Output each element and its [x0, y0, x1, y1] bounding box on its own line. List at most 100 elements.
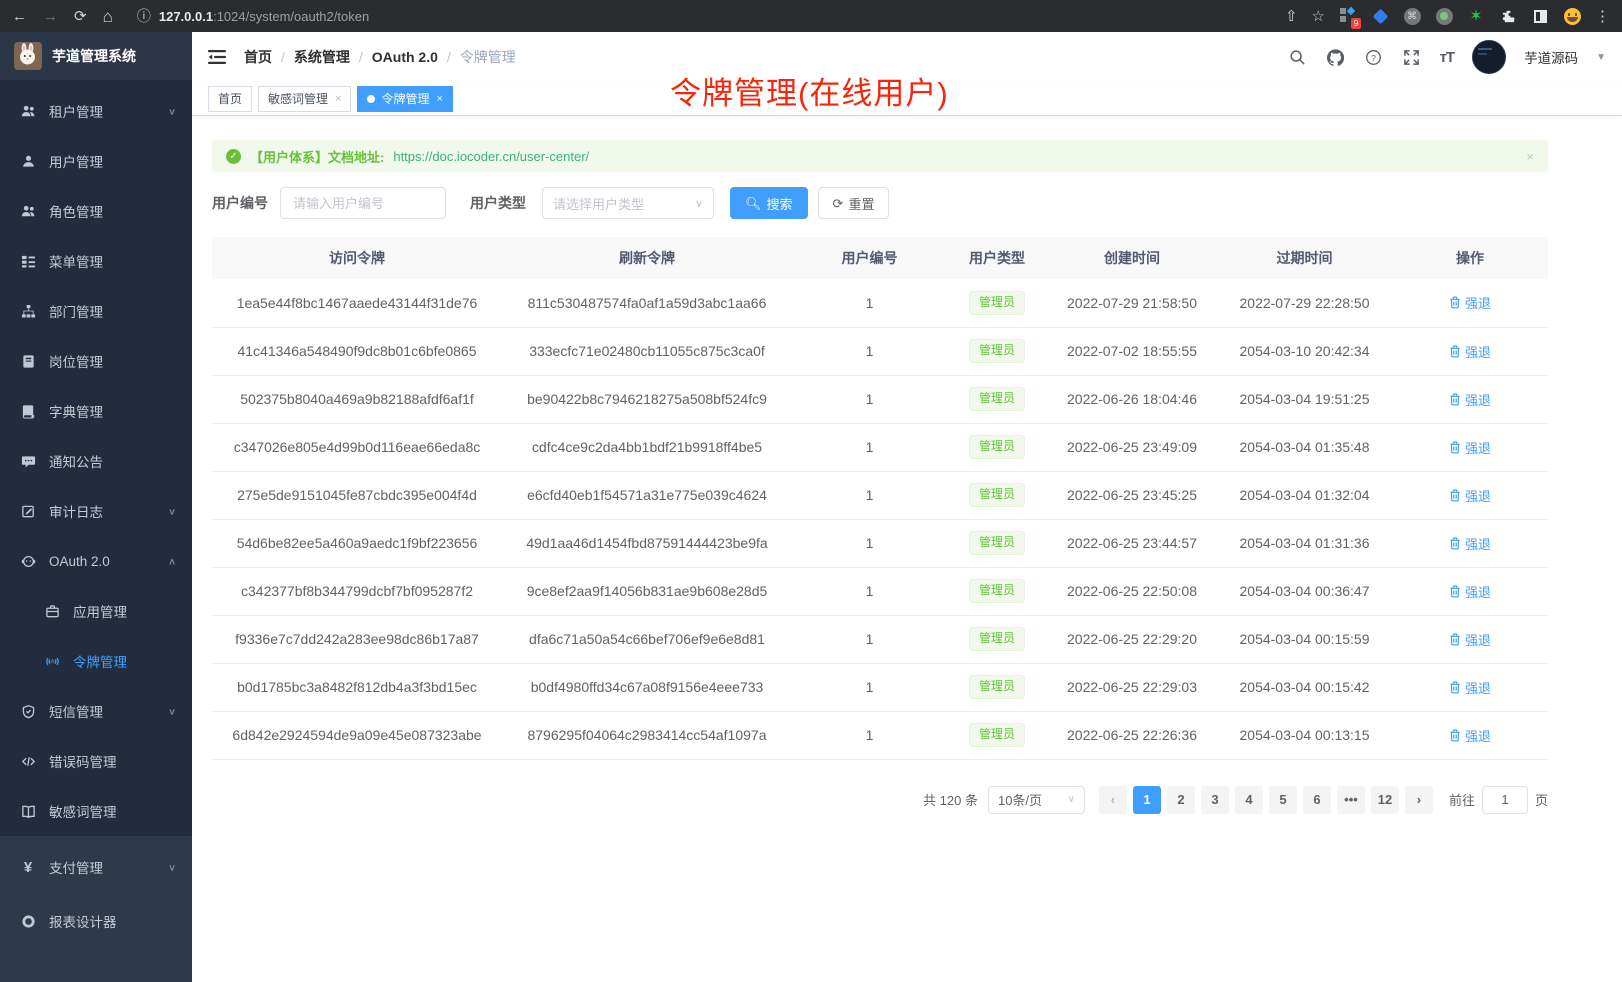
sidebar-item-sensitive-word[interactable]: 敏感词管理: [0, 786, 192, 836]
sidebar-item-notice[interactable]: 通知公告: [0, 436, 192, 486]
sidebar-item-oauth2-app[interactable]: 应用管理: [0, 586, 192, 636]
sidebar-item-dict[interactable]: 字典管理: [0, 386, 192, 436]
sidebar-item-pay[interactable]: ¥ 支付管理 ∨: [0, 840, 192, 894]
browser-back-icon[interactable]: ←: [12, 7, 27, 25]
force-logout-button[interactable]: 强退: [1449, 678, 1491, 697]
pager-page-6[interactable]: 6: [1302, 785, 1331, 814]
force-logout-button[interactable]: 强退: [1449, 293, 1491, 312]
force-logout-button[interactable]: 强退: [1449, 342, 1491, 361]
pagination-total: 共 120 条: [923, 793, 978, 808]
breadcrumb-current: 令牌管理: [459, 49, 516, 65]
close-icon[interactable]: ×: [335, 92, 342, 105]
extension-record-icon[interactable]: [1435, 7, 1453, 25]
users-icon: [20, 203, 36, 219]
force-logout-button[interactable]: 强退: [1449, 534, 1491, 553]
user-id-cell: 1: [792, 519, 947, 568]
reset-button[interactable]: ⟳ 重置: [817, 187, 890, 219]
sidebar-collapse-icon[interactable]: [208, 47, 228, 67]
pager-page-5[interactable]: 5: [1268, 785, 1297, 814]
sidebar-item-sms[interactable]: 短信管理 ∨: [0, 686, 192, 736]
user-avatar[interactable]: [1472, 40, 1507, 74]
user-icon: [20, 153, 36, 169]
app-logo-bar[interactable]: 芋道管理系统: [0, 32, 192, 80]
force-logout-button[interactable]: 强退: [1449, 486, 1491, 505]
breadcrumb-system[interactable]: 系统管理: [293, 49, 350, 65]
expire-time-cell: 2054-03-04 19:51:25: [1217, 375, 1392, 424]
sidebar-item-oauth2-token[interactable]: A 令牌管理: [0, 636, 192, 686]
sidebar-item-label: 支付管理: [49, 861, 103, 876]
profile-avatar-icon[interactable]: [1563, 7, 1581, 25]
goto-page-input[interactable]: [1481, 785, 1528, 814]
address-bar[interactable]: ⓘ 127.0.0.1:1024/system/oauth2/token: [137, 9, 1269, 24]
browser-forward-icon[interactable]: →: [43, 7, 58, 25]
sidebar-item-dept[interactable]: 部门管理: [0, 286, 192, 336]
extension-star-icon[interactable]: ✶: [1469, 8, 1483, 25]
table-row: b0d1785bc3a8482f812db4a3f3bd15ec b0df4980…: [212, 663, 1548, 712]
pager-page-1[interactable]: 1: [1132, 785, 1161, 814]
sidebar-item-oauth2[interactable]: OAuth 2.0 ∧: [0, 536, 192, 586]
extension-command-icon[interactable]: ⌘: [1403, 7, 1421, 25]
force-logout-button[interactable]: 强退: [1449, 726, 1491, 745]
pager-page-2[interactable]: 2: [1166, 785, 1195, 814]
refresh-token-cell: 811c530487574fa0af1a59d3abc1aa66: [502, 279, 792, 328]
tab-home[interactable]: 首页: [208, 85, 253, 112]
sidebar-item-audit-log[interactable]: 审计日志 ∨: [0, 486, 192, 536]
doc-link[interactable]: https://doc.iocoder.cn/user-center/: [393, 148, 590, 164]
font-size-icon[interactable]: ᴛT: [1439, 48, 1455, 66]
breadcrumb-home[interactable]: 首页: [244, 49, 272, 65]
search-button[interactable]: 🔍︎ 搜索: [730, 187, 808, 219]
force-logout-button[interactable]: 强退: [1449, 438, 1491, 457]
sidebar-item-errcode[interactable]: 错误码管理: [0, 736, 192, 786]
sidebar-item-report-designer[interactable]: 报表设计器: [0, 894, 192, 948]
refresh-icon: ⟳: [832, 195, 844, 211]
tab-sensitive-word[interactable]: 敏感词管理 ×: [258, 85, 352, 112]
pager-page-12[interactable]: 12: [1370, 785, 1399, 814]
sidebar-item-post[interactable]: 岗位管理: [0, 336, 192, 386]
sidebar-item-menu[interactable]: 菜单管理: [0, 236, 192, 286]
page-size-select[interactable]: 10条/页 ∨: [987, 785, 1085, 814]
briefcase-icon: [44, 603, 60, 619]
user-name[interactable]: 芋道源码: [1524, 51, 1579, 66]
site-info-icon[interactable]: ⓘ: [136, 8, 151, 24]
force-logout-button[interactable]: 强退: [1449, 390, 1491, 409]
browser-reload-icon[interactable]: ⟳: [74, 7, 87, 25]
sidebar-item-role[interactable]: 角色管理: [0, 186, 192, 236]
bookmark-star-icon[interactable]: ☆: [1311, 7, 1325, 25]
refresh-token-cell: be90422b8c7946218275a508bf524fc9: [502, 375, 792, 424]
force-logout-button[interactable]: 强退: [1449, 630, 1491, 649]
force-logout-button[interactable]: 强退: [1449, 582, 1491, 601]
chevron-down-icon: ∨: [167, 506, 176, 517]
share-icon[interactable]: ⇧: [1284, 7, 1298, 25]
user-type-select[interactable]: 请选择用户类型 ∨: [542, 187, 714, 219]
pager-ellipsis[interactable]: •••: [1336, 785, 1365, 814]
breadcrumb-oauth2[interactable]: OAuth 2.0: [371, 49, 438, 65]
extensions-puzzle-icon[interactable]: [1499, 7, 1517, 25]
pager-next-button[interactable]: ›: [1404, 785, 1433, 814]
user-id-input[interactable]: [280, 187, 446, 219]
pager-prev-button[interactable]: ‹: [1098, 785, 1127, 814]
sidebar-item-user[interactable]: 用户管理: [0, 136, 192, 186]
close-icon[interactable]: ×: [436, 92, 443, 105]
split-view-icon[interactable]: [1531, 7, 1549, 25]
user-type-badge: 管理员: [968, 723, 1025, 747]
search-icon[interactable]: [1288, 47, 1308, 67]
extension-gem-icon[interactable]: [1371, 7, 1389, 25]
sidebar-item-label: 短信管理: [49, 705, 103, 720]
alert-close-icon[interactable]: ×: [1526, 148, 1534, 164]
expire-time-cell: 2054-03-04 00:36:47: [1217, 567, 1392, 616]
pager-page-4[interactable]: 4: [1234, 785, 1263, 814]
tab-token[interactable]: 令牌管理 ×: [357, 85, 453, 112]
pager-page-3[interactable]: 3: [1200, 785, 1229, 814]
browser-menu-icon[interactable]: ⋮: [1595, 7, 1610, 25]
browser-home-icon[interactable]: ⌂: [102, 6, 113, 26]
refresh-token-cell: b0df4980ffd34c67a08f9156e4eee733: [502, 663, 792, 712]
help-icon[interactable]: ?: [1364, 47, 1384, 67]
github-icon[interactable]: [1326, 47, 1346, 67]
fullscreen-icon[interactable]: [1402, 47, 1422, 67]
access-token-cell: 502375b8040a469a9b82188afdf6af1f: [212, 375, 502, 424]
sidebar-item-label: 岗位管理: [49, 355, 103, 370]
extension-grid-icon[interactable]: 9: [1339, 6, 1361, 29]
sidebar-item-tenant[interactable]: 租户管理 ∨: [0, 86, 192, 136]
sidebar-item-label: 角色管理: [49, 205, 103, 220]
user-menu-caret-icon[interactable]: ▼: [1596, 51, 1606, 63]
